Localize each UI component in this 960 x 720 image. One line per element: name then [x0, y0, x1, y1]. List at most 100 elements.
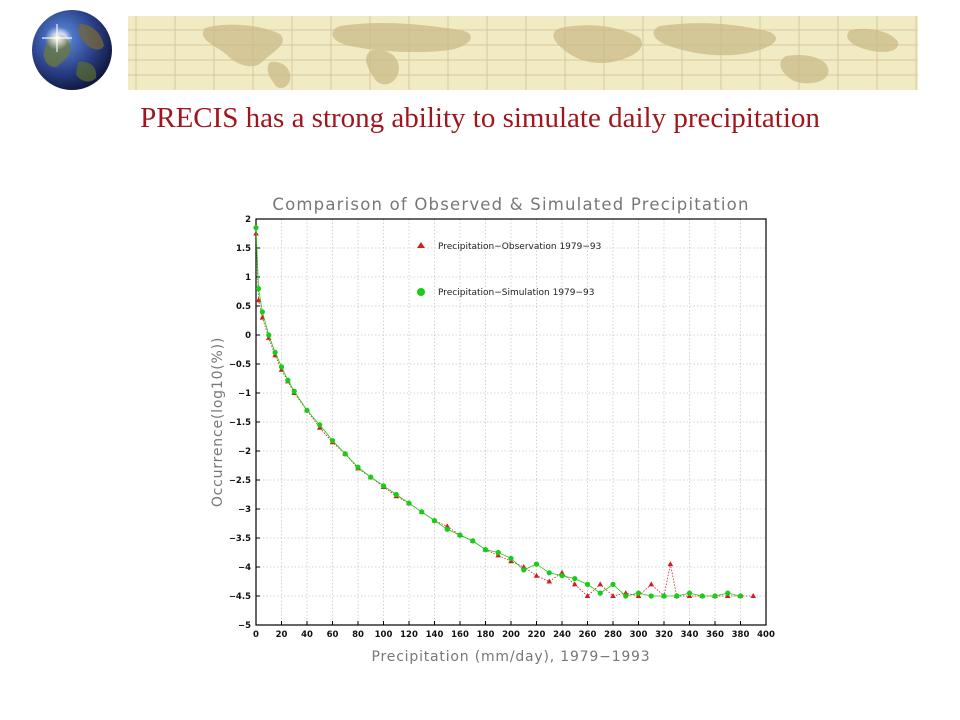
data-point-simulation — [317, 422, 323, 428]
data-point-simulation — [266, 332, 272, 338]
data-point-observation — [546, 578, 553, 584]
y-axis-ticks: 2 1.5 1 0.5 0 −0.5 −1 −1.5 −2 −2.5 −3 −3.5 −4 −4.5 −5 — [229, 215, 260, 631]
continent-shape — [202, 24, 283, 67]
data-point-simulation — [584, 581, 591, 587]
data-point-simulation — [342, 451, 348, 457]
y-tick-label: −2 — [238, 447, 251, 457]
data-point-simulation — [597, 590, 603, 596]
y-tick-label: 0 — [245, 331, 251, 341]
data-point-observation — [584, 593, 591, 598]
data-point-simulation — [368, 474, 374, 480]
data-point-simulation — [278, 364, 285, 370]
x-tick-label: 0 — [253, 630, 259, 640]
x-tick-label: 260 — [579, 630, 597, 640]
precipitation-chart: Comparison of Observed & Simulated Preci… — [210, 195, 775, 665]
data-point-simulation — [253, 225, 259, 231]
chart-grid — [256, 219, 766, 625]
world-map-banner — [28, 6, 918, 94]
data-point-simulation — [546, 570, 552, 576]
y-tick-label: 1.5 — [236, 244, 251, 254]
data-point-simulation — [737, 593, 744, 599]
data-point-simulation — [419, 509, 425, 515]
data-point-simulation — [521, 567, 527, 573]
data-point-simulation — [470, 538, 476, 544]
slide-title: PRECIS has a strong ability to simulate … — [140, 102, 820, 134]
data-point-simulation — [661, 593, 667, 599]
x-tick-label: 400 — [757, 630, 775, 640]
data-point-simulation — [610, 581, 616, 587]
x-tick-label: 60 — [327, 630, 339, 640]
x-tick-label: 280 — [604, 630, 622, 640]
data-point-observation — [750, 593, 757, 598]
series-line — [255, 227, 741, 597]
data-point-simulation — [725, 590, 731, 596]
series-observation — [253, 230, 757, 598]
data-point-simulation — [623, 593, 629, 599]
data-point-simulation — [304, 407, 310, 413]
data-point-simulation — [329, 437, 336, 444]
data-point-simulation — [482, 547, 489, 553]
x-tick-label: 360 — [706, 630, 724, 640]
x-tick-label: 220 — [528, 630, 546, 640]
data-point-simulation — [559, 573, 565, 579]
x-tick-label: 20 — [276, 630, 288, 640]
data-point-observation — [597, 581, 604, 587]
x-tick-label: 320 — [655, 630, 673, 640]
data-point-simulation — [495, 549, 501, 556]
data-point-simulation — [431, 518, 438, 524]
data-point-simulation — [355, 464, 361, 470]
x-tick-label: 340 — [681, 630, 699, 640]
x-tick-label: 140 — [426, 630, 444, 640]
x-tick-label: 120 — [400, 630, 418, 640]
x-tick-label: 180 — [477, 630, 495, 640]
data-point-observation — [648, 581, 655, 587]
y-tick-label: 2 — [245, 215, 251, 225]
data-point-observation — [667, 561, 674, 567]
continent-shape — [847, 28, 899, 52]
globe-icon — [28, 6, 116, 94]
data-point-simulation — [259, 309, 265, 315]
continent-shape — [653, 23, 777, 56]
y-tick-label: −2.5 — [229, 476, 251, 486]
x-axis-ticks: 0 20 40 60 80 100 120 140 160 180 200 220 240 260 280 3… — [253, 621, 775, 640]
data-point-simulation — [533, 561, 540, 567]
y-tick-label: −3.5 — [229, 534, 251, 544]
data-point-simulation — [648, 593, 654, 599]
chart-legend: Precipitation−Observation 1979−93 Precip… — [417, 242, 601, 298]
y-tick-label: −4 — [238, 563, 251, 573]
continent-shape — [366, 49, 399, 85]
y-tick-label: −0.5 — [229, 360, 251, 370]
x-axis-label: Precipitation (mm/day), 1979−1993 — [372, 649, 651, 665]
x-tick-label: 160 — [451, 630, 469, 640]
data-point-simulation — [712, 593, 718, 599]
continent-shape — [332, 23, 471, 53]
continent-shape — [267, 61, 291, 88]
series-simulation — [253, 225, 744, 599]
data-point-simulation — [635, 590, 642, 596]
x-tick-label: 380 — [732, 630, 750, 640]
data-point-observation — [610, 593, 616, 598]
continent-shape — [780, 54, 829, 84]
y-axis-label: Occurrence(log10(%)) — [210, 337, 226, 507]
chart-title: Comparison of Observed & Simulated Preci… — [272, 195, 749, 214]
continent-shape — [553, 25, 642, 64]
y-tick-label: −5 — [238, 621, 251, 631]
data-point-simulation — [291, 388, 297, 394]
y-tick-label: −1 — [238, 389, 251, 399]
data-point-observation — [533, 572, 540, 578]
data-point-simulation — [406, 500, 412, 506]
data-point-simulation — [508, 555, 514, 561]
y-tick-label: −3 — [238, 505, 251, 515]
data-point-simulation — [699, 593, 705, 599]
legend-marker-simulation — [417, 288, 425, 296]
x-tick-label: 200 — [502, 630, 520, 640]
y-tick-label: −1.5 — [229, 418, 251, 428]
data-point-observation — [255, 297, 262, 303]
data-point-simulation — [686, 590, 693, 596]
legend-marker-observation — [417, 242, 425, 248]
y-tick-label: 0.5 — [236, 302, 251, 312]
x-tick-label: 80 — [352, 630, 364, 640]
banner-continents — [202, 23, 899, 88]
data-point-simulation — [457, 532, 463, 538]
